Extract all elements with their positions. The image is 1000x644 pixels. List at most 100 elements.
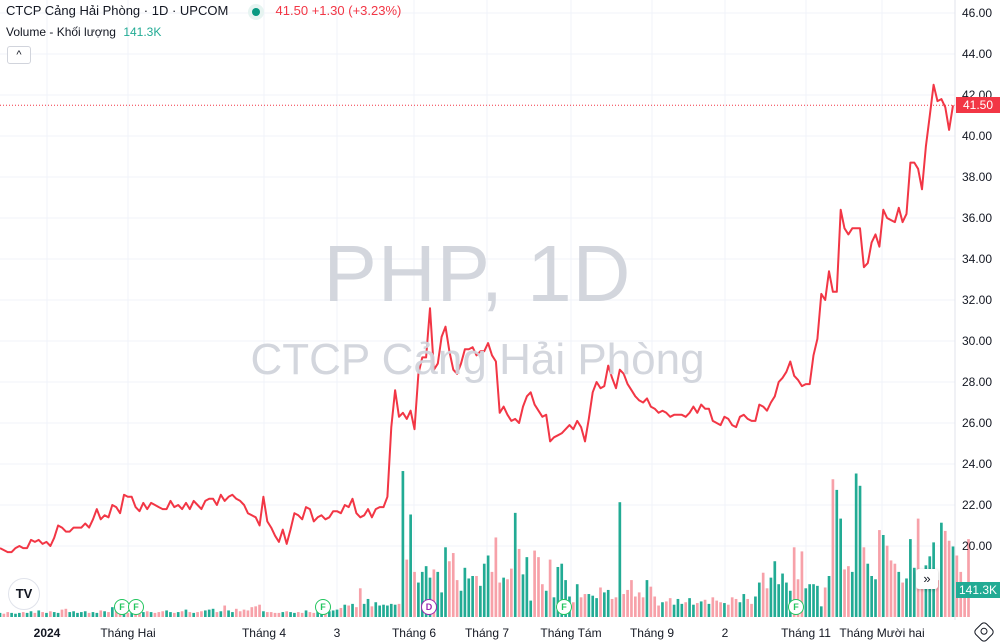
volume-bar	[370, 606, 374, 617]
volume-bar	[661, 602, 664, 617]
volume-bar	[250, 607, 254, 617]
volume-bar	[254, 606, 258, 617]
volume-bar	[103, 611, 106, 617]
financials-event-icon[interactable]: F	[788, 599, 804, 615]
volume-bar	[331, 610, 335, 617]
volume-bar	[583, 594, 587, 617]
scroll-to-realtime-button[interactable]: »	[916, 569, 938, 589]
volume-bar	[637, 592, 641, 617]
current-volume-label: 141.3K	[956, 582, 1000, 598]
volume-bar	[428, 577, 432, 617]
volume-bar	[300, 612, 304, 617]
volume-bar	[18, 612, 21, 617]
volume-bar	[413, 571, 416, 617]
chevron-up-icon: ^	[16, 49, 22, 61]
volume-bar	[680, 603, 684, 617]
volume-bar	[99, 610, 103, 617]
volume-bar	[967, 539, 970, 617]
dividend-event-icon[interactable]: D	[421, 599, 437, 615]
volume-bar	[773, 561, 777, 617]
volume-bar	[738, 602, 742, 617]
volume-bar	[145, 611, 149, 617]
volume-bar	[153, 612, 157, 617]
volume-bar	[544, 590, 548, 617]
volume-bar	[347, 605, 350, 617]
volume-bar	[785, 582, 788, 617]
volume-bar	[796, 579, 800, 617]
price-line[interactable]	[0, 83, 954, 554]
financials-event-icon[interactable]: F	[128, 599, 144, 615]
volume-bar	[812, 584, 815, 617]
volume-bar	[196, 612, 199, 617]
volume-bar	[486, 555, 490, 617]
volume-bar	[905, 578, 908, 617]
volume-bar	[37, 610, 41, 617]
financials-event-icon[interactable]: F	[556, 599, 572, 615]
volume-bar	[219, 611, 223, 617]
volume-bar	[521, 574, 525, 617]
volume-bar	[916, 518, 920, 617]
volume-bar	[324, 612, 327, 617]
volume-bar	[699, 601, 703, 617]
time-tick: Tháng 7	[464, 626, 510, 640]
volume-bar	[157, 612, 161, 617]
volume-bar	[138, 612, 141, 617]
watermark-symbol: PHP, 1D	[323, 229, 632, 318]
volume-bar	[459, 590, 463, 617]
volume-bar	[246, 610, 250, 617]
volume-bar	[41, 612, 44, 617]
volume-bar	[234, 608, 238, 617]
volume-bar	[595, 598, 598, 617]
volume-bar	[920, 585, 924, 617]
volume-bar	[215, 612, 219, 617]
volume-bar	[831, 479, 835, 617]
volume-bar	[723, 603, 726, 617]
volume-bar	[564, 580, 567, 617]
volume-bar	[777, 584, 781, 617]
volume-bar	[343, 604, 347, 617]
volume-bar	[269, 612, 273, 617]
volume-bar	[645, 580, 649, 617]
volume-bar	[397, 603, 401, 617]
volume-bar	[963, 584, 966, 617]
volume-bar	[223, 605, 227, 617]
time-tick: Tháng 9	[629, 626, 675, 640]
volume-bar	[603, 592, 606, 617]
volume-bar	[765, 588, 769, 617]
volume-bar	[358, 588, 362, 617]
volume-bar	[165, 610, 168, 617]
volume-bar	[878, 530, 881, 617]
symbol-title[interactable]: CTCP Cảng Hải Phòng · 1D · UPCOM	[6, 3, 229, 18]
volume-bar	[211, 608, 215, 617]
tradingview-logo[interactable]: TV	[8, 578, 40, 610]
volume-bar	[10, 612, 13, 617]
volume-bar	[692, 604, 695, 617]
volume-bar	[560, 563, 564, 617]
time-tick: Tháng Mười hai	[839, 626, 925, 640]
volume-bar	[827, 576, 831, 617]
price-tick: 44.00	[962, 47, 993, 61]
volume-bar	[951, 546, 955, 617]
volume-value: 141.3K	[123, 25, 162, 39]
volume-label[interactable]: Volume - Khối lượng	[6, 25, 116, 39]
volume-bar	[506, 579, 509, 617]
volume-bar	[242, 609, 246, 617]
volume-bar	[517, 548, 521, 617]
volume-bar	[366, 598, 370, 617]
volume-bar	[715, 600, 719, 617]
financials-event-icon[interactable]: F	[315, 599, 331, 615]
volume-bar	[68, 612, 72, 617]
volume-bar	[424, 566, 428, 617]
collapse-legend-button[interactable]: ^	[7, 46, 31, 64]
price-tick: 34.00	[962, 252, 993, 266]
volume-bar	[874, 579, 877, 617]
volume-bar	[91, 612, 95, 617]
price-change: +1.30	[311, 3, 345, 18]
volume-bar	[606, 589, 610, 617]
price-tick: 36.00	[962, 211, 993, 225]
volume-bar	[750, 603, 753, 617]
volume-bar	[238, 611, 242, 617]
volume-bar	[498, 582, 502, 617]
volume-bar	[405, 559, 409, 617]
